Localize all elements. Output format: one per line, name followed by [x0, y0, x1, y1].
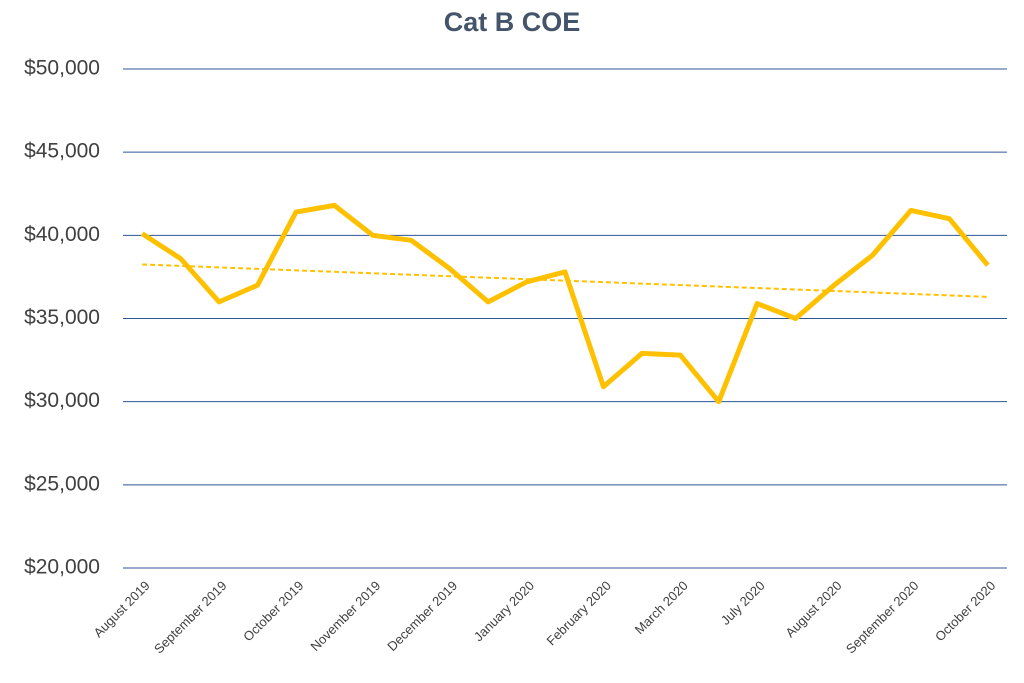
x-tick-label: September 2019: [151, 578, 230, 657]
y-tick-label: $45,000: [24, 140, 100, 163]
x-tick-label: October 2020: [932, 578, 998, 644]
y-tick-label: $25,000: [24, 472, 100, 495]
x-tick-label: October 2019: [240, 578, 306, 644]
x-tick-label: January 2020: [471, 578, 537, 644]
x-tick-label: August 2020: [782, 578, 844, 640]
x-tick-label: February 2020: [544, 578, 614, 648]
x-tick-label: November 2019: [307, 578, 383, 654]
y-tick-label: $30,000: [24, 389, 100, 412]
x-tick-label: March 2020: [632, 578, 691, 637]
y-tick-label: $20,000: [24, 556, 100, 579]
data-line: [140, 202, 990, 405]
y-tick-label: $50,000: [24, 57, 100, 80]
trendline: [142, 263, 988, 298]
x-tick-label: July 2020: [718, 578, 768, 628]
x-tick-label: August 2019: [91, 578, 153, 640]
x-tick-label: December 2019: [384, 578, 460, 654]
y-tick-label: $35,000: [24, 306, 100, 329]
chart-title: Cat B COE: [444, 7, 581, 37]
y-tick-label: $40,000: [24, 223, 100, 246]
x-tick-label: September 2020: [843, 578, 922, 657]
